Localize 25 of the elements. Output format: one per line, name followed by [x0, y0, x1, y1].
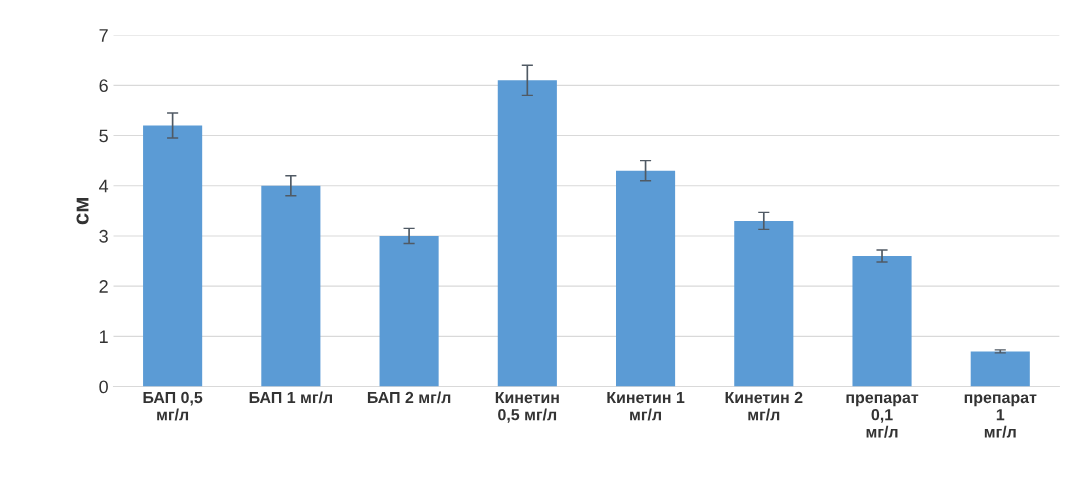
- y-tick-label: 6: [99, 79, 108, 93]
- x-tick-label: БАП 0,5 мг/л: [143, 391, 203, 421]
- x-tick-label: Кинетин 2 мг/л: [725, 391, 803, 421]
- bar: [734, 220, 794, 387]
- y-axis-title: см: [76, 197, 89, 225]
- x-tick-label: БАП 2 мг/л: [367, 391, 451, 404]
- x-tick-label: препарат 0,1 мг/л: [846, 394, 919, 438]
- y-tick-label: 5: [99, 129, 108, 143]
- bar: [143, 125, 203, 387]
- y-tick-label: 7: [99, 29, 108, 42]
- x-tick-label: Кинетин 1 мг/л: [607, 391, 685, 421]
- x-tick-label: препарат 1 мг/л: [964, 394, 1037, 438]
- bar: [970, 351, 1030, 387]
- y-tick-label: 1: [99, 330, 108, 343]
- bar: [616, 170, 676, 387]
- bar: [852, 256, 912, 387]
- bar: [379, 235, 439, 387]
- y-tick-label: 3: [99, 229, 108, 243]
- bar: [261, 185, 321, 387]
- bar: [497, 80, 557, 387]
- y-tick-label: 0: [99, 380, 108, 394]
- y-tick-label: 2: [99, 280, 108, 293]
- x-tick-label: Кинетин 0,5 мг/л: [495, 391, 559, 423]
- x-tick-label: БАП 1 мг/л: [249, 391, 332, 404]
- y-tick-label: 4: [99, 179, 109, 193]
